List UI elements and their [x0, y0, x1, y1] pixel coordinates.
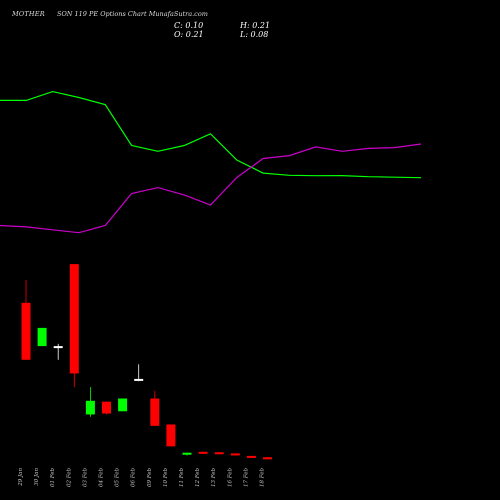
candle-body — [134, 378, 144, 381]
date-tick-label: 13 Feb — [211, 468, 217, 488]
candle — [21, 280, 31, 360]
candle-body — [214, 452, 224, 455]
indicator-line-1 — [0, 90, 422, 179]
date-tick-label: 12 Feb — [195, 468, 201, 488]
candle-body — [102, 401, 111, 414]
date-tick-label: 05 Feb — [115, 468, 121, 488]
candle-body — [230, 453, 240, 456]
candle-body — [69, 264, 79, 374]
candle-body — [150, 398, 160, 426]
date-tick-label: 03 Feb — [82, 468, 88, 488]
candle-body — [85, 400, 95, 415]
candle-body — [118, 398, 128, 412]
date-tick-label: 06 Feb — [131, 468, 137, 488]
date-tick-label: 04 Feb — [99, 468, 105, 488]
candlesticks — [21, 264, 272, 460]
candle — [263, 457, 272, 460]
date-tick-label: 30 Jan — [34, 468, 40, 486]
candle-body — [53, 346, 63, 349]
candle-body — [246, 455, 256, 458]
open-readout: O: 0.21 — [174, 30, 204, 39]
candle — [85, 387, 95, 417]
candle — [198, 451, 208, 454]
candle-body — [182, 452, 192, 455]
candle-body — [37, 327, 47, 347]
candle — [37, 327, 47, 347]
candle — [69, 264, 79, 388]
indicator-lines — [0, 90, 422, 234]
date-tick-label: 11 Feb — [179, 468, 185, 488]
date-tick-label: 09 Feb — [147, 468, 153, 488]
date-tick-label: 02 Feb — [66, 468, 72, 488]
candle — [230, 453, 240, 456]
date-tick-label: 17 Feb — [243, 468, 249, 488]
candle — [102, 401, 111, 415]
candle-body — [166, 424, 176, 447]
low-readout: L: 0.08 — [240, 30, 269, 39]
candle — [53, 343, 63, 360]
candle — [246, 455, 256, 458]
date-tick-label: 16 Feb — [227, 468, 233, 488]
candle-body — [21, 302, 31, 360]
candle — [118, 398, 128, 412]
date-tick-label: 18 Feb — [260, 468, 266, 488]
chart-symbol: MOTHER — [12, 10, 45, 18]
chart-title: SON 119 PE Options Chart MunafaSutra.com — [57, 10, 208, 18]
candle — [150, 390, 160, 426]
candle — [214, 452, 224, 455]
candle-body — [263, 457, 272, 460]
date-tick-label: 29 Jan — [18, 468, 24, 487]
candle — [134, 364, 144, 382]
candle — [166, 424, 176, 447]
candle-body — [198, 451, 208, 454]
date-tick-label: 01 Feb — [50, 468, 56, 488]
high-readout: H: 0.21 — [240, 21, 271, 30]
indicator-line-2 — [0, 143, 422, 234]
date-tick-label: 10 Feb — [163, 468, 169, 488]
close-readout: C: 0.10 — [174, 21, 204, 30]
date-axis: 29 Jan 30 Jan 01 Feb 02 Feb 03 Feb 04 Feb 05 F… — [18, 468, 266, 488]
candle — [182, 452, 192, 456]
